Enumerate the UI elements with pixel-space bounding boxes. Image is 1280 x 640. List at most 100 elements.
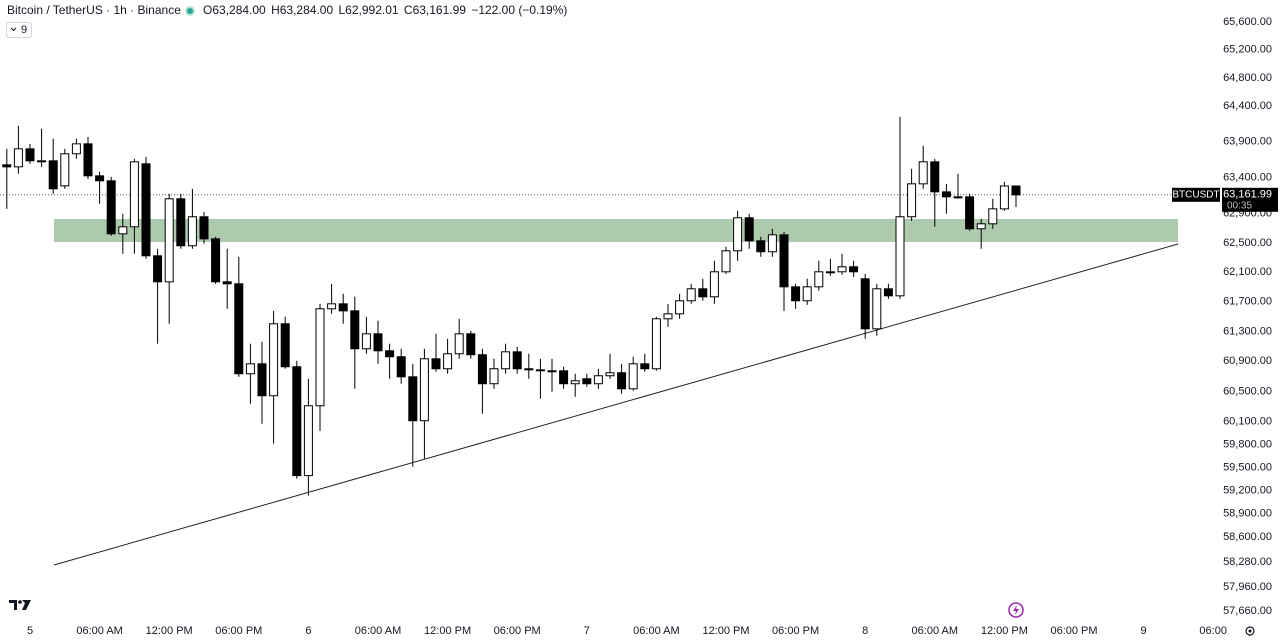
y-tick-label: 60,500.00 [1223, 385, 1272, 397]
candle-body [628, 363, 638, 390]
candle-body [721, 250, 731, 273]
candle-body [883, 288, 893, 297]
candle-body [837, 266, 847, 273]
candle-body [547, 370, 557, 373]
status-dot [187, 8, 193, 14]
candle-body [408, 376, 418, 422]
tv-logo [9, 600, 31, 610]
candle-body [872, 288, 882, 330]
candle-body [419, 358, 429, 422]
y-tick-label: 58,900.00 [1223, 508, 1272, 520]
candle-body [2, 164, 12, 168]
logo-part [9, 600, 17, 610]
countdown: 00:35 [1227, 200, 1252, 211]
candle-body [153, 255, 163, 283]
candle-body [941, 191, 951, 198]
x-tick-label: 06:00 PM [494, 625, 541, 637]
y-tick-label: 60,100.00 [1223, 416, 1272, 428]
candle-body [918, 161, 928, 185]
settings-icon[interactable] [1245, 626, 1255, 636]
y-tick-label: 62,100.00 [1223, 266, 1272, 278]
candle-body [396, 356, 406, 378]
x-tick-label: 8 [862, 625, 868, 637]
x-tick-label: 6 [305, 625, 311, 637]
candle-body [315, 308, 325, 407]
indicator-count: 9 [21, 24, 27, 36]
candle-body [953, 196, 963, 199]
x-tick-label: 12:00 PM [981, 625, 1028, 637]
ohlc-value: 63,284.00 [280, 3, 334, 17]
price-tag [1222, 187, 1278, 212]
candle-body [373, 333, 383, 352]
candle-body [965, 196, 975, 230]
y-tick-label: 64,400.00 [1223, 100, 1272, 112]
candle-body [999, 185, 1009, 210]
candle-body [48, 160, 58, 190]
candle-body [13, 148, 23, 168]
x-tick-label: 06:00 PM [1050, 625, 1097, 637]
candle-body [733, 217, 743, 252]
candle-body [106, 180, 116, 235]
candle-body [814, 271, 824, 288]
candle-body [350, 310, 360, 350]
candle-body [559, 370, 569, 385]
candle-body [477, 354, 487, 385]
candle-body [1011, 185, 1021, 196]
candle-body [141, 163, 151, 257]
symbol-tag [1172, 187, 1220, 202]
candle-body [791, 286, 801, 302]
candle-body [988, 208, 998, 225]
chevron-icon [10, 27, 17, 32]
candle-body [234, 283, 244, 375]
candle-body [535, 369, 545, 372]
candle-body [582, 378, 592, 385]
settings-dot [1248, 629, 1252, 633]
symbol-tag-text: BTCUSDT [1172, 189, 1219, 200]
y-tick-label: 59,800.00 [1223, 438, 1272, 450]
y-tick-label: 65,200.00 [1223, 44, 1272, 56]
ohlc-legend: O63,284.00 H63,284.00 L62,992.01 C63,161… [203, 3, 567, 17]
x-tick-label: 06:00 PM [215, 625, 262, 637]
candle-body [245, 363, 255, 375]
candle-body [431, 358, 441, 370]
candle-body [269, 323, 279, 397]
y-tick-label: 63,400.00 [1223, 172, 1272, 184]
candle-body [512, 351, 522, 370]
candle-body [860, 278, 870, 330]
flash-icon[interactable] [1008, 602, 1024, 618]
candle-body [199, 216, 209, 240]
indicator-toggle[interactable] [6, 22, 32, 38]
ohlc-value: 63,284.00 [212, 3, 266, 17]
candle-body [825, 271, 835, 274]
candle-body [907, 183, 917, 218]
y-tick-label: 58,280.00 [1223, 556, 1272, 568]
y-tick-label: 64,800.00 [1223, 72, 1272, 84]
y-tick-label: 63,900.00 [1223, 136, 1272, 148]
candle-body [25, 148, 35, 162]
x-tick-label: 7 [584, 625, 590, 637]
y-tick-label: 57,960.00 [1223, 581, 1272, 593]
y-tick-label: 61,300.00 [1223, 325, 1272, 337]
candle-body [164, 198, 174, 283]
candle-body [211, 238, 221, 283]
candle-body [385, 350, 395, 358]
x-tick-label: 06:00 [1199, 625, 1227, 637]
candle-body [930, 161, 940, 193]
logo-part [18, 600, 22, 604]
candle-body [767, 234, 777, 253]
x-tick-label: 12:00 PM [702, 625, 749, 637]
candle-body [129, 161, 139, 228]
y-tick-label: 59,200.00 [1223, 485, 1272, 497]
candle-body [698, 288, 708, 298]
candle-body [617, 372, 627, 390]
candle-body [756, 240, 766, 253]
candle-body [675, 300, 685, 315]
candle-body [501, 351, 511, 370]
candle-body [779, 234, 789, 288]
candle-body [895, 216, 905, 297]
candle-body [709, 271, 719, 298]
candle-body [466, 333, 476, 356]
candle-body [60, 153, 70, 187]
ohlc-value: 62,992.01 [345, 3, 399, 17]
